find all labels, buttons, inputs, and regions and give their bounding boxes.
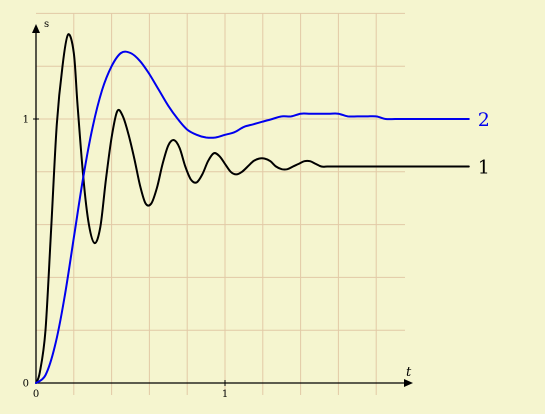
series-layer: 12 — [35, 33, 490, 384]
x-tick-label: 0 — [33, 389, 39, 400]
series-label-1: 1 — [478, 157, 490, 179]
x-tick-label: 1 — [222, 389, 228, 400]
y-axis-arrowhead — [32, 24, 40, 33]
y-tick-label: 1 — [23, 115, 29, 126]
tick-labels: 0 1 0 1 — [23, 115, 229, 401]
series-line-1 — [35, 33, 470, 384]
x-axis-label: t — [406, 365, 412, 380]
y-axis-label: s — [44, 19, 49, 30]
y-tick-label: 0 — [23, 379, 29, 390]
grid — [36, 12, 405, 395]
series-label-2: 2 — [478, 109, 490, 131]
series-line-2 — [35, 50, 470, 384]
axes — [32, 24, 413, 387]
x-axis-arrowhead — [404, 379, 413, 387]
